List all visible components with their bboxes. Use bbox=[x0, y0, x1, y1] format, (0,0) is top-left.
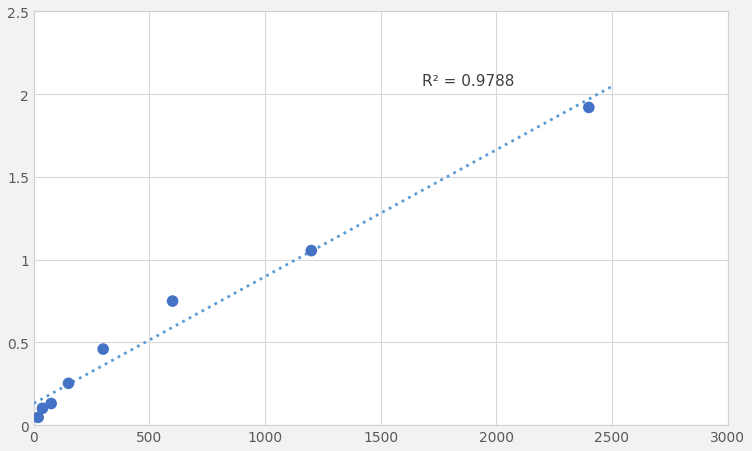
Point bbox=[36, 405, 48, 412]
Point bbox=[166, 298, 178, 305]
Point bbox=[62, 380, 74, 387]
Text: R² = 0.9788: R² = 0.9788 bbox=[423, 74, 514, 88]
Point bbox=[45, 400, 57, 407]
Point bbox=[305, 248, 317, 255]
Point bbox=[32, 414, 44, 421]
Point bbox=[97, 345, 109, 353]
Point bbox=[583, 105, 595, 112]
